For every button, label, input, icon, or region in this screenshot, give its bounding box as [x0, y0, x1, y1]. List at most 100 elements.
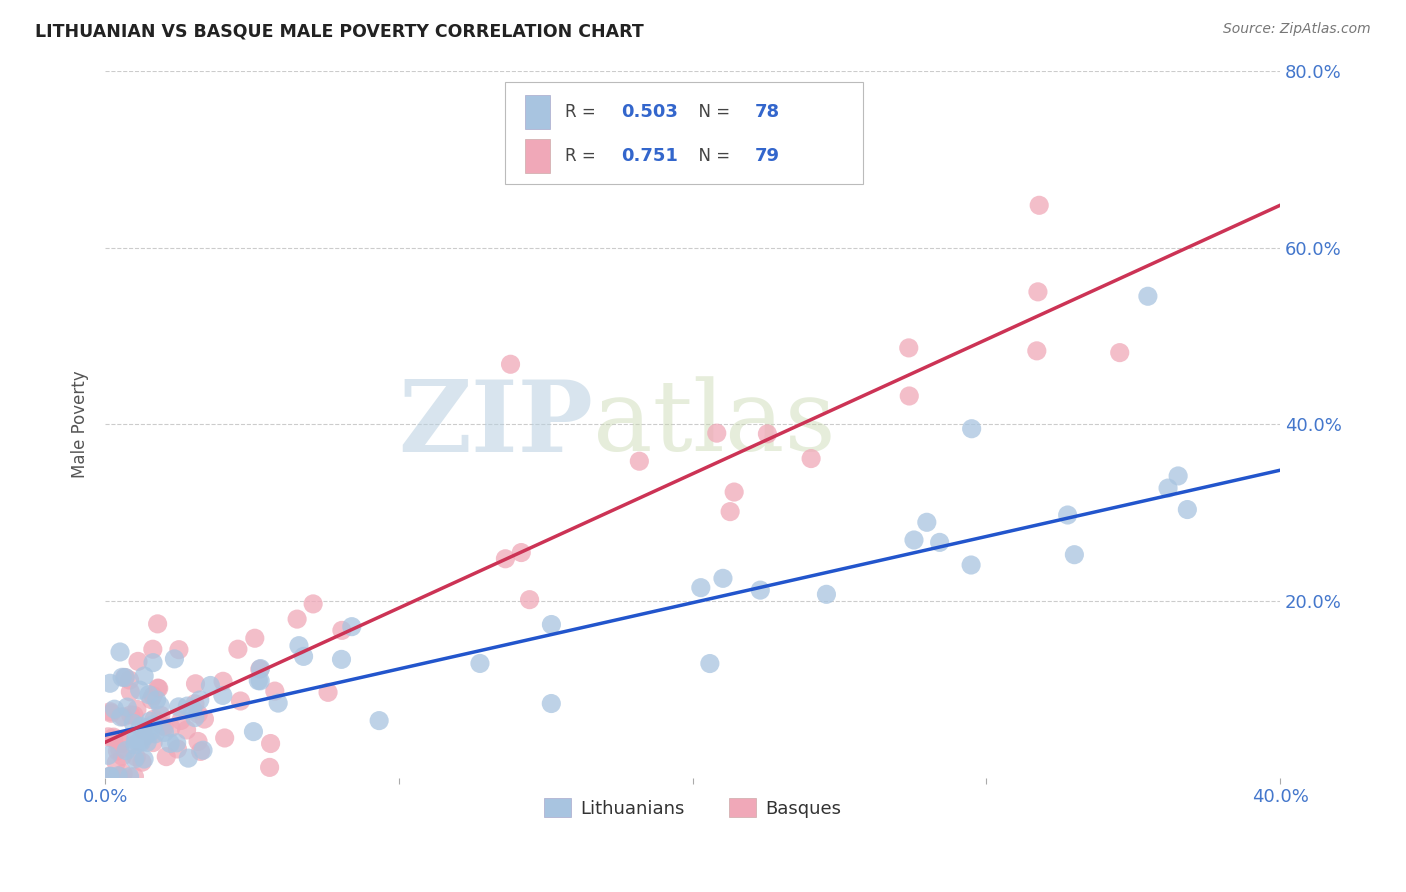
Point — [124, 738, 146, 752]
Point — [139, 714, 162, 729]
Point — [143, 727, 166, 741]
Point — [145, 693, 167, 707]
Point — [915, 516, 938, 530]
Point — [897, 341, 920, 355]
Point — [134, 669, 156, 683]
Point — [243, 632, 266, 646]
Point — [146, 616, 169, 631]
Text: 79: 79 — [755, 147, 780, 165]
Point — [120, 707, 142, 722]
Point — [718, 505, 741, 519]
Point — [108, 770, 131, 784]
Point — [267, 696, 290, 710]
Point — [519, 592, 541, 607]
Point — [111, 749, 134, 764]
Point — [132, 723, 155, 738]
Point — [494, 551, 516, 566]
Point — [135, 721, 157, 735]
Point — [110, 736, 132, 750]
Point — [98, 770, 121, 784]
Point — [120, 685, 142, 699]
Point — [1157, 481, 1180, 495]
Point — [131, 755, 153, 769]
Point — [150, 718, 173, 732]
Point — [118, 770, 141, 784]
Point — [1175, 502, 1198, 516]
Point — [187, 707, 209, 722]
Point — [510, 545, 533, 559]
Point — [103, 702, 125, 716]
Point — [110, 710, 132, 724]
Text: LITHUANIAN VS BASQUE MALE POVERTY CORRELATION CHART: LITHUANIAN VS BASQUE MALE POVERTY CORREL… — [35, 22, 644, 40]
Point — [184, 711, 207, 725]
Point — [100, 770, 122, 784]
Point — [112, 710, 135, 724]
Point — [749, 583, 772, 598]
Point — [127, 654, 149, 668]
Point — [103, 730, 125, 744]
Point — [540, 617, 562, 632]
Point — [247, 673, 270, 688]
Point — [129, 735, 152, 749]
Text: R =: R = — [565, 147, 606, 165]
Point — [187, 734, 209, 748]
Point — [107, 744, 129, 758]
Point — [115, 700, 138, 714]
Point — [103, 731, 125, 746]
Point — [292, 649, 315, 664]
Point — [214, 731, 236, 745]
Point — [167, 642, 190, 657]
Point — [125, 728, 148, 742]
Y-axis label: Male Poverty: Male Poverty — [72, 370, 89, 478]
Point — [114, 671, 136, 685]
Point — [249, 662, 271, 676]
Point — [124, 770, 146, 784]
Point — [191, 743, 214, 757]
Point — [249, 673, 271, 688]
Point — [960, 558, 983, 572]
Point — [97, 748, 120, 763]
Point — [125, 750, 148, 764]
Text: Source: ZipAtlas.com: Source: ZipAtlas.com — [1223, 22, 1371, 37]
Point — [114, 670, 136, 684]
Point — [112, 766, 135, 780]
Legend: Lithuanians, Basques: Lithuanians, Basques — [537, 791, 849, 825]
Point — [132, 752, 155, 766]
Point — [1028, 198, 1050, 212]
Point — [163, 652, 186, 666]
Point — [800, 451, 823, 466]
Point — [131, 731, 153, 745]
Point — [1026, 285, 1049, 299]
Point — [124, 733, 146, 747]
Point — [153, 725, 176, 739]
Point — [699, 657, 721, 671]
Point — [1063, 548, 1085, 562]
Point — [128, 734, 150, 748]
Point — [142, 642, 165, 657]
Point — [142, 689, 165, 703]
Point — [142, 656, 165, 670]
Point — [177, 751, 200, 765]
Point — [711, 571, 734, 585]
Point — [155, 749, 177, 764]
Point — [148, 681, 170, 696]
Text: R =: R = — [565, 103, 600, 121]
Point — [468, 657, 491, 671]
Point — [138, 688, 160, 702]
Point — [122, 708, 145, 723]
Point — [153, 720, 176, 734]
Bar — [524, 95, 551, 128]
Point — [184, 677, 207, 691]
Point — [134, 730, 156, 744]
Point — [1056, 508, 1078, 522]
Point — [129, 719, 152, 733]
Point — [229, 694, 252, 708]
Point — [226, 642, 249, 657]
Point — [105, 756, 128, 770]
Point — [540, 697, 562, 711]
Point — [190, 744, 212, 758]
Point — [108, 645, 131, 659]
Point — [124, 752, 146, 766]
Point — [188, 693, 211, 707]
Point — [97, 770, 120, 784]
